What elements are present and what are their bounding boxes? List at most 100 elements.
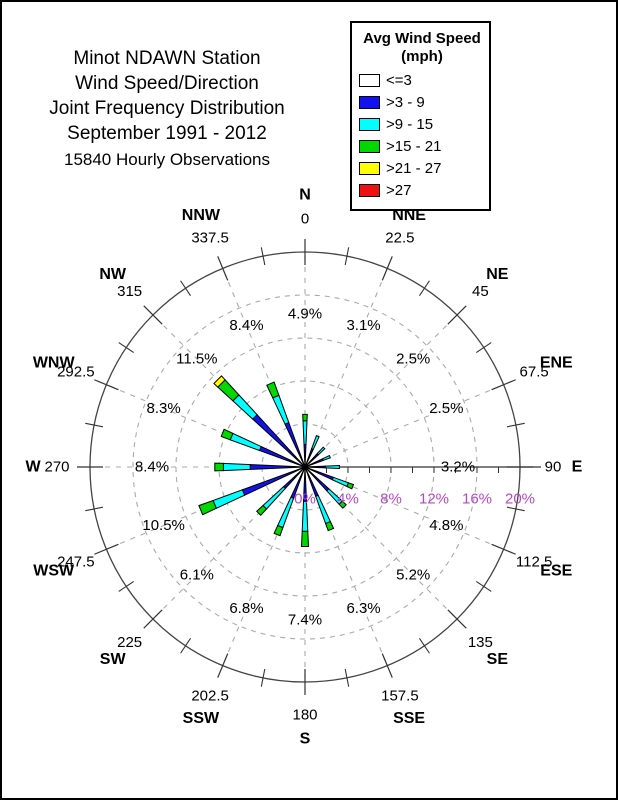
petal-SSW-bin-3	[273, 524, 284, 537]
compass-label-WSW: WSW	[33, 563, 75, 580]
petal-SE-bin-1	[304, 466, 330, 492]
petal-SSE-bin-3	[324, 520, 335, 532]
legend-item-4: >21 - 27	[359, 157, 485, 179]
legend-item-2: >9 - 15	[359, 113, 485, 135]
title-line-3: Joint Frequency Distribution	[49, 98, 285, 119]
petal-W-bin-3	[214, 462, 224, 472]
direction-total-label-SW: 6.1%	[180, 567, 214, 584]
compass-label-ENE: ENE	[540, 354, 573, 371]
degree-label-315: 315	[117, 283, 142, 300]
ring-tick-major	[94, 543, 119, 555]
ring-tick-minor	[180, 637, 192, 654]
petal-SW-bin-3	[255, 504, 268, 517]
compass-label-SSW: SSW	[183, 710, 220, 727]
compass-label-WNW: WNW	[33, 354, 76, 371]
ring-tick-minor	[85, 422, 104, 428]
petal-SW-bin-2	[262, 485, 287, 510]
legend-swatch-3	[359, 139, 380, 153]
ring-tick-major	[94, 379, 119, 391]
legend-swatch-2	[359, 117, 380, 131]
spoke-ENE	[312, 384, 504, 465]
legend-units: (mph)	[401, 48, 443, 65]
compass-label-NNW: NNW	[182, 207, 221, 224]
ring-tick-minor	[418, 280, 430, 297]
spoke-NNE	[307, 268, 388, 460]
degree-label-270: 270	[44, 459, 69, 476]
legend-swatch-5	[359, 183, 380, 197]
legend-title: Avg Wind Speed	[363, 30, 481, 47]
spoke-NE	[310, 314, 458, 462]
direction-total-label-WNW: 8.3%	[147, 400, 181, 417]
petal-NW-bin-2	[232, 394, 258, 420]
compass-label-NW: NW	[99, 266, 127, 283]
petal-NW-bin-4	[213, 375, 226, 388]
direction-total-label-S: 7.4%	[288, 612, 322, 629]
direction-total-label-NE: 2.5%	[396, 350, 430, 367]
legend-item-1: >3 - 9	[359, 91, 485, 113]
legend-swatch-1	[359, 95, 380, 109]
direction-total-label-ESE: 4.8%	[429, 517, 463, 534]
direction-total-label-SSW: 6.8%	[229, 600, 263, 617]
ring-scale-label-1: 4%	[337, 491, 359, 508]
petal-SE-bin-3	[338, 500, 347, 509]
legend-items: <=3 >3 - 9 >9 - 15 >15 - 21 >21 - 27 >27	[359, 69, 485, 201]
ring-tick-minor	[180, 280, 192, 297]
petal-S-bin-3	[300, 530, 310, 547]
compass-label-NNE: NNE	[392, 207, 426, 224]
ring-tick-major	[491, 379, 516, 391]
ring-tick-major	[143, 305, 163, 325]
ring-tick-major	[217, 256, 229, 281]
degree-label-202.5: 202.5	[191, 688, 229, 705]
degree-label-225: 225	[117, 634, 142, 651]
petal-WSW-bin-3	[198, 499, 217, 516]
ring-tick-major	[381, 256, 393, 281]
compass-label-NE: NE	[486, 266, 509, 283]
ring-tick-minor	[344, 668, 350, 687]
title-line-1: Minot NDAWN Station	[73, 48, 261, 69]
compass-label-ESE: ESE	[540, 563, 572, 580]
chart-title-block: Minot NDAWN Station Wind Speed/Direction…	[30, 46, 304, 172]
compass-label-N: N	[299, 187, 311, 204]
legend-swatch-0	[359, 73, 380, 87]
degree-label-45: 45	[472, 283, 489, 300]
compass-label-SW: SW	[100, 651, 127, 668]
degree-label-337.5: 337.5	[191, 229, 229, 246]
title-line-2: Wind Speed/Direction	[75, 73, 259, 94]
direction-total-label-NNE: 3.1%	[346, 317, 380, 334]
direction-total-label-E: 3.2%	[441, 459, 475, 476]
petal-ESE-bin-3	[346, 482, 355, 490]
legend-label-1: >3 - 9	[386, 93, 425, 111]
degree-label-157.5: 157.5	[381, 688, 419, 705]
direction-total-label-W: 8.4%	[135, 459, 169, 476]
petal-W-bin-1	[249, 464, 306, 470]
petal-NE-bin-2	[316, 446, 326, 456]
petal-WNW-bin-2	[229, 432, 262, 452]
degree-label-292.5: 292.5	[57, 364, 95, 381]
ring-tick-major	[381, 653, 393, 678]
ring-tick-minor	[260, 247, 266, 266]
legend-label-5: >27	[386, 181, 412, 199]
degree-label-67.5: 67.5	[520, 364, 549, 381]
petal-WNW-bin-3	[220, 428, 234, 441]
legend-label-0: <=3	[386, 71, 412, 89]
direction-total-label-N: 4.9%	[288, 306, 322, 323]
ring-tick-major	[447, 609, 467, 629]
observation-count: 15840 Hourly Observations	[63, 150, 270, 169]
ring-tick-minor	[506, 422, 525, 428]
petal-NNW-bin-2	[272, 394, 290, 425]
legend-label-4: >21 - 27	[386, 159, 442, 177]
degree-label-0: 0	[301, 211, 309, 228]
compass-label-SSE: SSE	[393, 710, 425, 727]
ring-tick-major	[447, 305, 467, 325]
legend-label-3: >15 - 21	[386, 137, 442, 155]
ring-tick-minor	[506, 506, 525, 512]
direction-total-label-NNW: 8.4%	[229, 317, 263, 334]
direction-total-label-SSE: 6.3%	[346, 600, 380, 617]
petal-NNW-bin-3	[266, 381, 280, 399]
ring-tick-minor	[118, 580, 135, 592]
legend-box: Avg Wind Speed (mph) <=3 >3 - 9 >9 - 15 >15…	[350, 21, 491, 211]
ring-tick-minor	[118, 342, 135, 354]
legend-item-3: >15 - 21	[359, 135, 485, 157]
